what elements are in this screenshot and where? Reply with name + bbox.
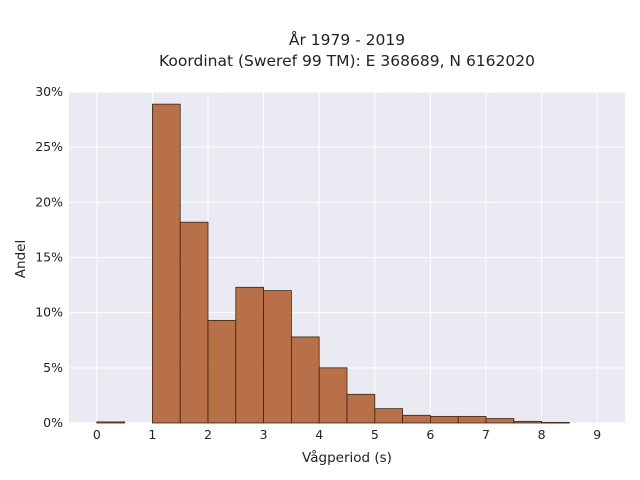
y-tick-label: 5% — [43, 360, 63, 375]
x-tick-label: 3 — [260, 427, 268, 442]
x-tick-label: 0 — [93, 427, 101, 442]
x-tick-label: 6 — [426, 427, 434, 442]
histogram-bar — [179, 221, 209, 424]
y-tick-label: 10% — [35, 305, 63, 320]
histogram-bar — [151, 103, 181, 424]
y-tick-label: 0% — [43, 415, 63, 430]
y-tick-label: 20% — [35, 194, 63, 209]
y-axis-label: Andel — [13, 240, 29, 278]
histogram-bar — [402, 414, 431, 424]
histogram-bar — [541, 422, 570, 424]
histogram-bar — [318, 367, 348, 424]
histogram-bar — [485, 418, 515, 424]
x-tick-label: 7 — [482, 427, 490, 442]
y-tick-label: 25% — [35, 139, 63, 154]
x-tick-label: 8 — [538, 427, 546, 442]
x-tick-label: 1 — [148, 427, 156, 442]
histogram-bar — [346, 393, 376, 424]
histogram-bar — [290, 336, 320, 424]
histogram-bar — [207, 319, 237, 424]
y-axis-ticks: 0% 5% 10% 15% 20% 25% 30% — [35, 84, 63, 430]
x-axis-label: Vågperiod (s) — [302, 449, 392, 466]
x-tick-label: 5 — [371, 427, 379, 442]
histogram-bar — [235, 286, 265, 424]
x-tick-label: 2 — [204, 427, 212, 442]
histogram-bar — [429, 415, 459, 424]
y-tick-label: 30% — [35, 84, 63, 99]
histogram-bar — [263, 290, 292, 424]
histogram-bar — [96, 421, 126, 424]
histogram-bar — [513, 420, 542, 424]
chart-title-line2: Koordinat (Sweref 99 TM): E 368689, N 61… — [159, 52, 535, 70]
histogram-bars — [96, 103, 570, 424]
histogram-bar — [374, 408, 403, 424]
y-tick-label: 15% — [35, 250, 63, 265]
chart-title-line1: År 1979 - 2019 — [289, 30, 405, 49]
histogram-bar — [457, 415, 487, 424]
x-tick-label: 9 — [593, 427, 601, 442]
x-tick-label: 4 — [315, 427, 323, 442]
x-axis-ticks: 0 1 2 3 4 5 6 7 8 9 — [93, 427, 601, 442]
